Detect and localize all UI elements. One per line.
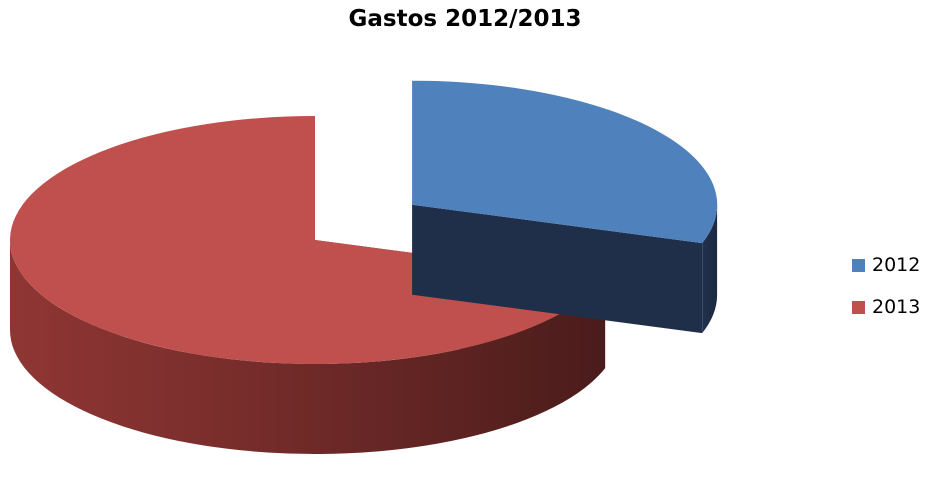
slice-2012-top bbox=[412, 80, 718, 244]
legend-swatch bbox=[852, 258, 865, 272]
slice-2012 bbox=[412, 80, 718, 334]
legend-item-2013: 2013 bbox=[852, 296, 920, 318]
legend-item-2012: 2012 bbox=[852, 254, 920, 276]
slice-2013-top bbox=[10, 116, 606, 364]
legend: 2012 2013 bbox=[852, 254, 920, 338]
legend-label: 2013 bbox=[872, 296, 921, 318]
slice-2012-cut-face bbox=[412, 204, 703, 334]
chart-title: Gastos 2012/2013 bbox=[348, 6, 582, 32]
slice-2012-side bbox=[702, 204, 718, 334]
slice-2013 bbox=[9, 116, 606, 455]
legend-swatch bbox=[852, 300, 865, 314]
slice-2013-side bbox=[9, 240, 606, 455]
legend-label: 2012 bbox=[872, 254, 921, 276]
